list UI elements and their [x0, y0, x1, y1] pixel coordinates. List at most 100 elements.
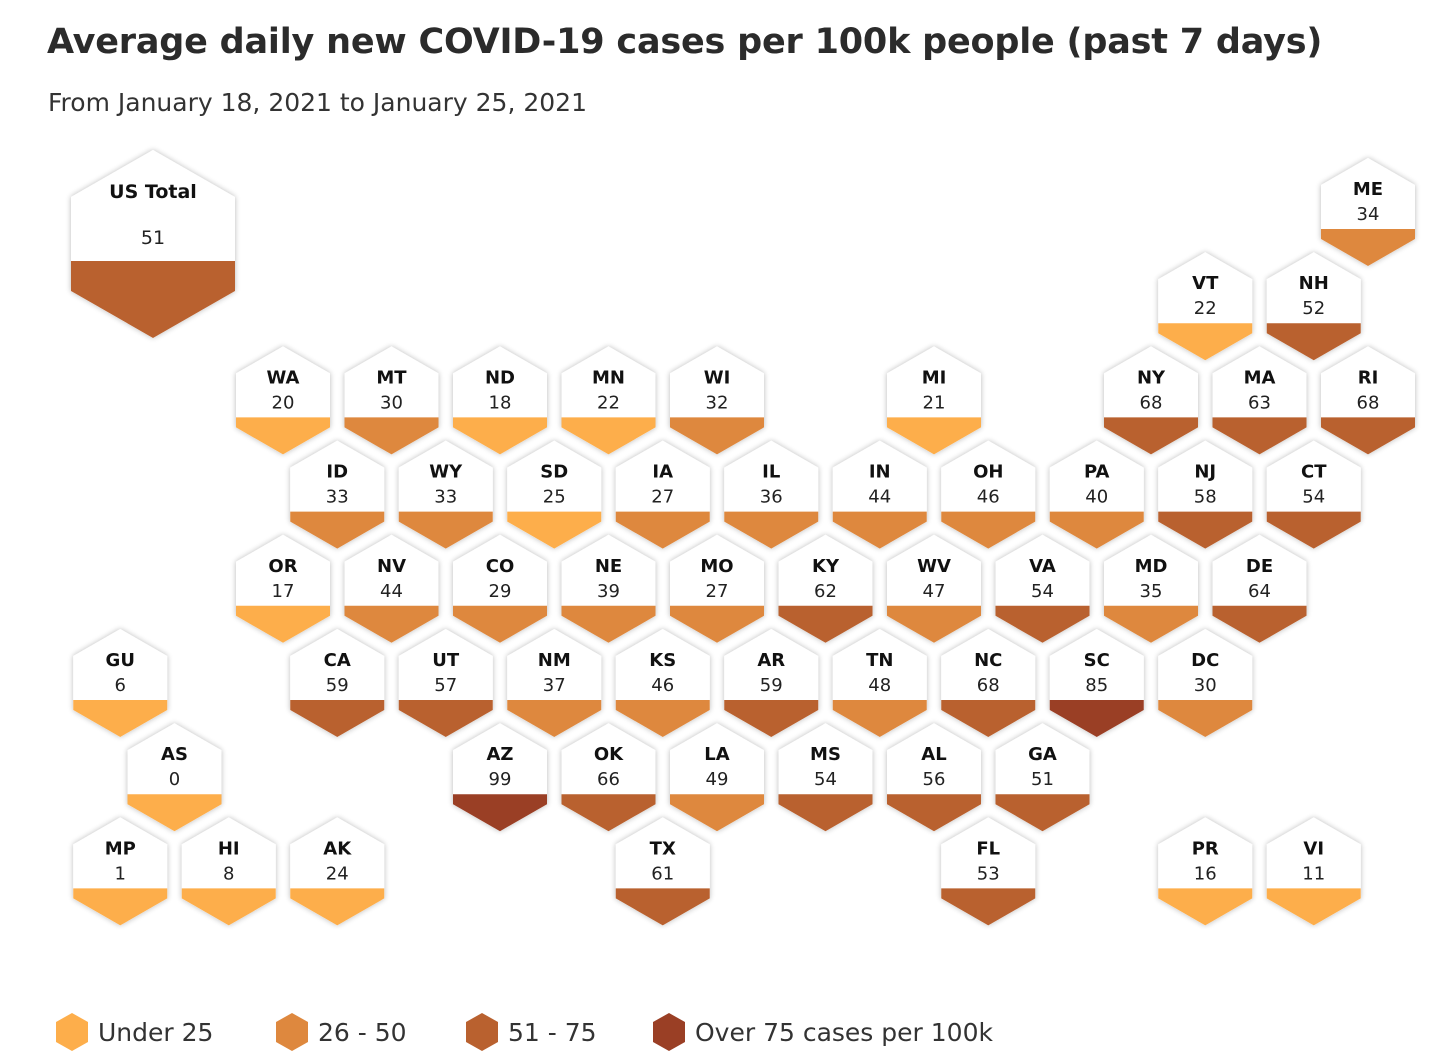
state-hex-sc[interactable]: SC 85: [1049, 629, 1144, 737]
state-abbr: PA: [1084, 462, 1110, 483]
state-hex-nm[interactable]: NM 37: [507, 629, 602, 737]
state-abbr: HI: [218, 838, 240, 859]
state-hex-de[interactable]: DE 64: [1212, 534, 1307, 643]
state-hex-wv[interactable]: WV 47: [887, 534, 981, 643]
state-value: 49: [706, 769, 729, 790]
legend-item: 51 - 75: [465, 1012, 597, 1052]
state-abbr: MI: [922, 367, 947, 388]
state-hex-nv[interactable]: NV 44: [344, 534, 439, 643]
page-title: Average daily new COVID-19 cases per 100…: [47, 22, 1323, 62]
us-total-label: US Total: [109, 181, 197, 203]
state-hex-vt[interactable]: VT 22: [1158, 252, 1253, 361]
state-value: 56: [923, 769, 946, 790]
state-value: 58: [1194, 487, 1217, 508]
state-value: 27: [706, 581, 729, 602]
state-hex-hi[interactable]: HI 8: [181, 817, 276, 926]
state-abbr: OR: [268, 556, 297, 577]
state-hex-ms[interactable]: MS 54: [778, 723, 873, 832]
state-hex-wa[interactable]: WA 20: [236, 346, 330, 455]
state-value: 57: [434, 675, 457, 696]
state-abbr: OK: [594, 744, 624, 765]
state-abbr: DE: [1246, 556, 1273, 577]
state-hex-il[interactable]: IL 36: [724, 440, 819, 549]
hex-fill: [290, 511, 385, 549]
hex-fill: [615, 700, 710, 737]
state-hex-va[interactable]: VA 54: [995, 534, 1090, 643]
state-hex-ga[interactable]: GA 51: [995, 723, 1090, 832]
state-abbr: SC: [1084, 650, 1110, 671]
state-hex-as[interactable]: AS 0: [127, 723, 222, 832]
state-hex-mt[interactable]: MT 30: [344, 346, 439, 455]
state-hex-mi[interactable]: MI 21: [887, 346, 981, 455]
state-hex-pa[interactable]: PA 40: [1049, 440, 1144, 549]
state-hex-mp[interactable]: MP 1: [73, 817, 168, 926]
state-hex-co[interactable]: CO 29: [453, 534, 547, 643]
state-hex-ca[interactable]: CA 59: [290, 629, 385, 737]
state-abbr: WV: [917, 556, 951, 577]
state-hex-nc[interactable]: NC 68: [941, 629, 1036, 737]
hex-fill: [344, 417, 439, 455]
state-hex-tx[interactable]: TX 61: [615, 817, 710, 926]
state-hex-pr[interactable]: PR 16: [1158, 817, 1253, 926]
state-hex-or[interactable]: OR 17: [236, 534, 330, 643]
state-hex-ma[interactable]: MA 63: [1212, 346, 1307, 455]
state-hex-nj[interactable]: NJ 58: [1158, 440, 1253, 549]
state-hex-md[interactable]: MD 35: [1104, 534, 1198, 643]
state-value: 27: [651, 487, 674, 508]
hex-fill: [995, 605, 1090, 643]
state-hex-ny[interactable]: NY 68: [1104, 346, 1198, 455]
state-hex-oh[interactable]: OH 46: [941, 440, 1036, 549]
state-value: 39: [597, 581, 620, 602]
state-hex-dc[interactable]: DC 30: [1158, 629, 1253, 737]
state-abbr: ND: [485, 367, 515, 388]
state-value: 54: [1302, 487, 1325, 508]
hex-fill: [941, 888, 1036, 926]
legend-item: 26 - 50: [275, 1012, 407, 1052]
hex-fill: [561, 605, 656, 643]
state-hex-ne[interactable]: NE 39: [561, 534, 656, 643]
state-hex-nh[interactable]: NH 52: [1266, 252, 1361, 361]
state-value: 47: [923, 581, 946, 602]
state-value: 17: [272, 581, 295, 602]
state-hex-ks[interactable]: KS 46: [615, 629, 710, 737]
state-hex-sd[interactable]: SD 25: [507, 440, 602, 549]
state-value: 21: [923, 392, 946, 413]
state-hex-wi[interactable]: WI 32: [670, 346, 764, 455]
state-hex-nd[interactable]: ND 18: [453, 346, 547, 455]
state-value: 66: [597, 769, 620, 790]
state-hex-mn[interactable]: MN 22: [561, 346, 656, 455]
state-hex-ky[interactable]: KY 62: [778, 534, 873, 643]
hex-fill: [236, 417, 330, 455]
state-hex-la[interactable]: LA 49: [670, 723, 764, 832]
hex-fill: [887, 417, 981, 455]
state-hex-fl[interactable]: FL 53: [941, 817, 1036, 926]
state-value: 36: [760, 487, 783, 508]
state-hex-vi[interactable]: VI 11: [1266, 817, 1361, 926]
hex-fill: [615, 888, 710, 926]
state-value: 0: [169, 769, 180, 790]
state-hex-tn[interactable]: TN 48: [832, 629, 927, 737]
state-hex-id[interactable]: ID 33: [290, 440, 385, 549]
state-hex-ia[interactable]: IA 27: [615, 440, 710, 549]
state-hex-in[interactable]: IN 44: [832, 440, 927, 549]
state-hex-ut[interactable]: UT 57: [398, 629, 493, 737]
us-total-hex[interactable]: US Total 51: [71, 150, 235, 338]
state-hex-ak[interactable]: AK 24: [290, 817, 385, 926]
state-abbr: WY: [429, 462, 463, 483]
hex-fill: [127, 794, 222, 832]
state-abbr: AL: [921, 744, 946, 765]
state-hex-mo[interactable]: MO 27: [670, 534, 764, 643]
state-hex-ar[interactable]: AR 59: [724, 629, 819, 737]
state-hex-gu[interactable]: GU 6: [73, 629, 168, 737]
state-abbr: ME: [1353, 179, 1383, 200]
state-value: 37: [543, 675, 566, 696]
state-abbr: IA: [652, 462, 673, 483]
state-hex-wy[interactable]: WY 33: [398, 440, 493, 549]
state-hex-me[interactable]: ME 34: [1321, 158, 1415, 266]
state-hex-ri[interactable]: RI 68: [1321, 346, 1415, 455]
state-hex-al[interactable]: AL 56: [887, 723, 981, 832]
state-hex-az[interactable]: AZ 99: [453, 723, 547, 832]
state-hex-ok[interactable]: OK 66: [561, 723, 656, 832]
state-value: 46: [977, 487, 1000, 508]
state-hex-ct[interactable]: CT 54: [1266, 440, 1361, 549]
